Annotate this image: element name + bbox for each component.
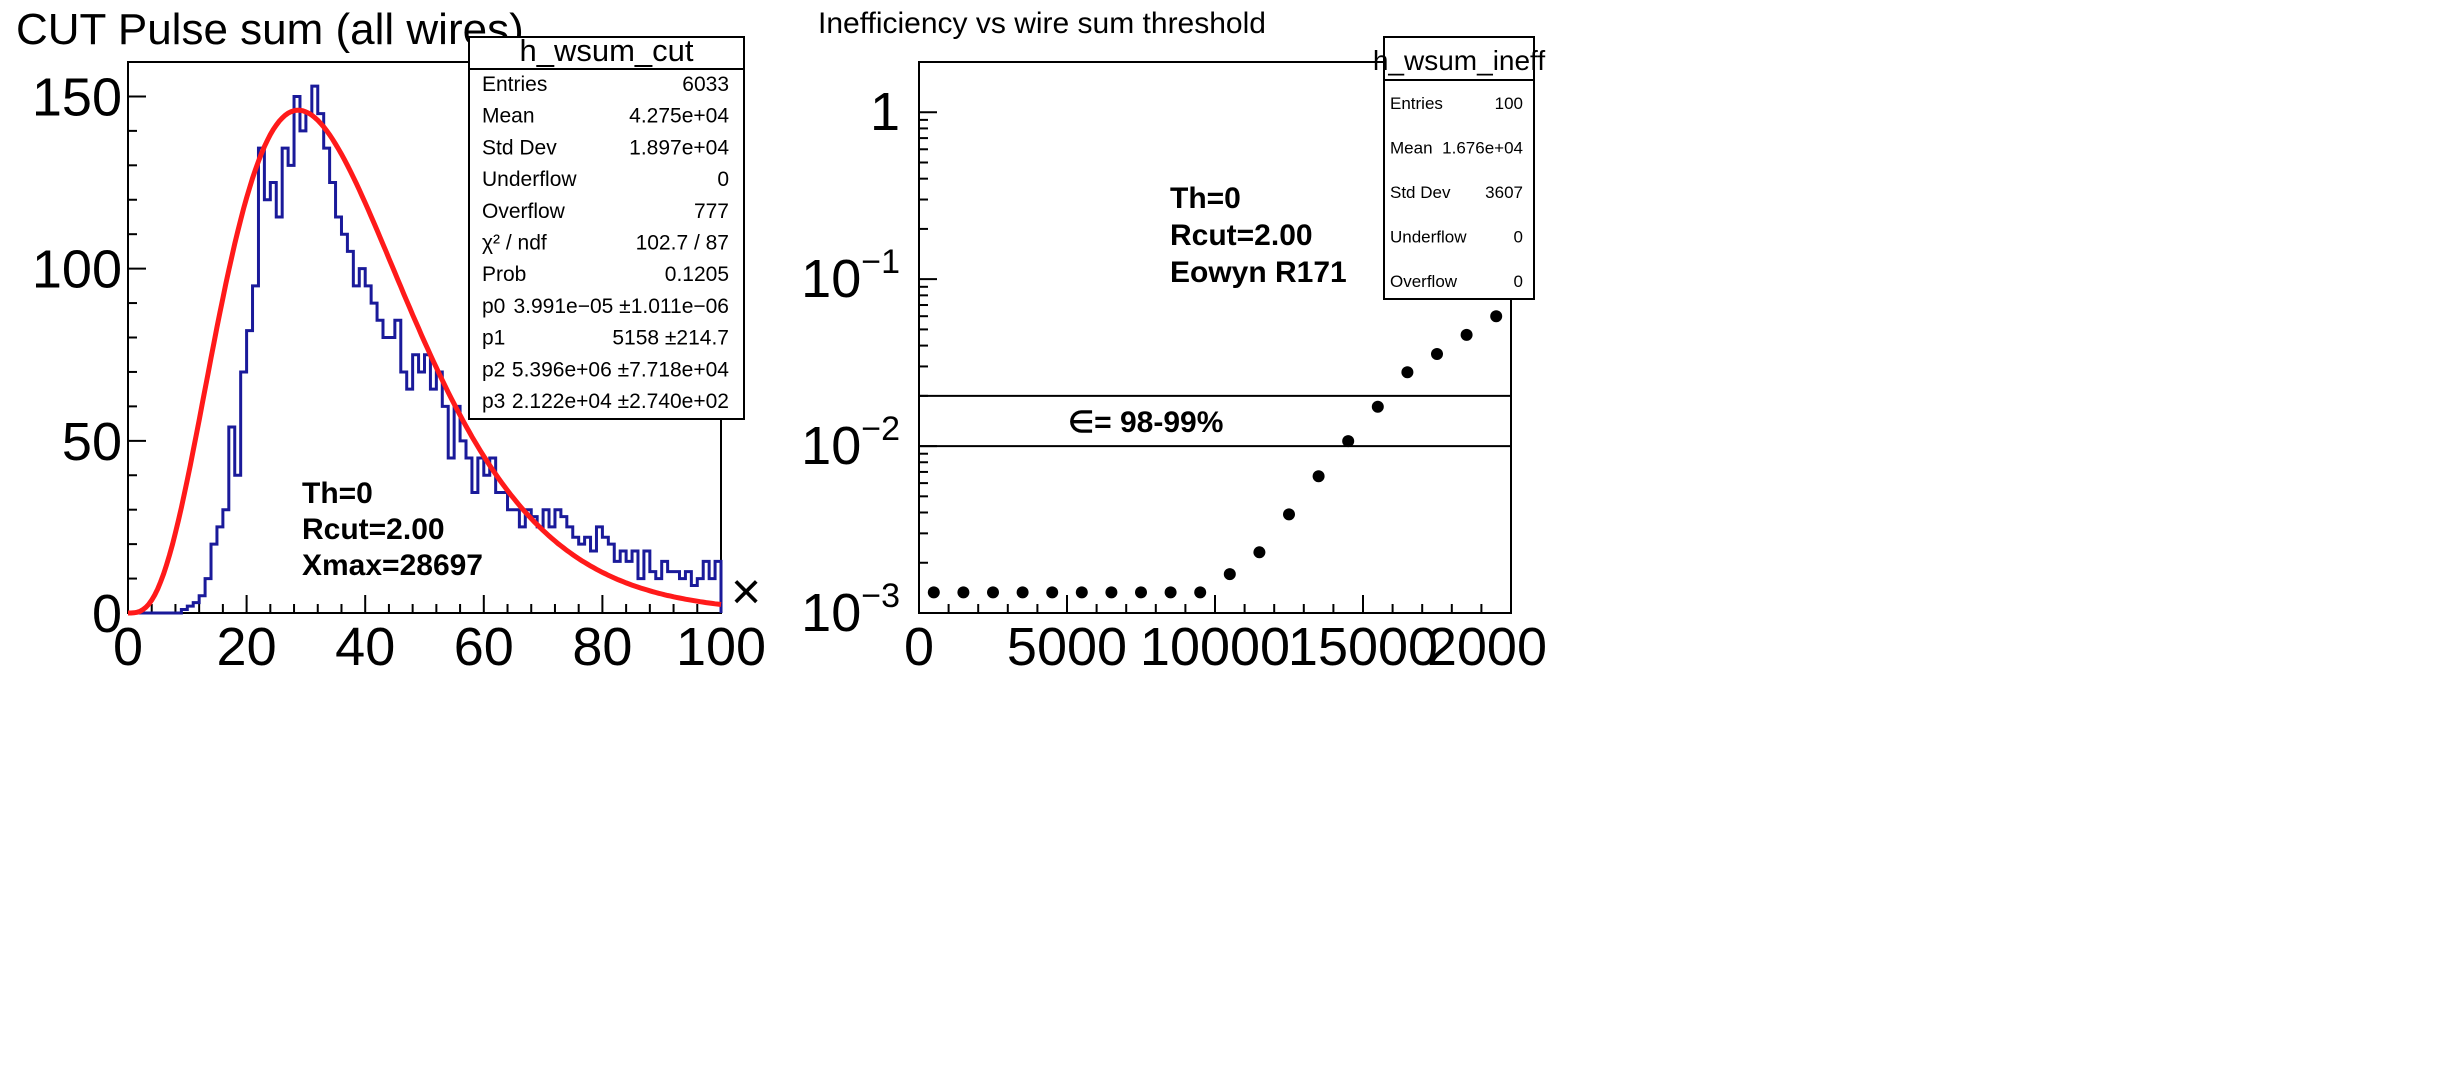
stats-row-label: Entries — [482, 73, 547, 96]
x-tick-label: 0 — [904, 617, 934, 677]
stats-row-label: p1 — [482, 327, 505, 350]
x-tick-label: 5000 — [1007, 617, 1127, 677]
stats-row-label: p3 — [482, 390, 505, 413]
y-tick-label: 150 — [32, 67, 122, 127]
data-point — [1371, 400, 1384, 413]
stats-row-value: 3.991e−05 ±1.011e−06 — [513, 295, 729, 318]
histogram-bars — [128, 84, 723, 615]
x-tick-label: 80 — [572, 617, 632, 677]
x-tick-label: 10000 — [1140, 617, 1290, 677]
x-tick-label: 2000 — [1427, 617, 1547, 677]
left-chart: CUT Pulse sum (all wires) 0 50 100 150 0 20 40 6… — [16, 5, 766, 677]
data-point — [957, 586, 970, 599]
data-point — [1283, 508, 1295, 521]
stats-row-value: 0 — [1514, 228, 1523, 247]
data-point — [1194, 586, 1207, 599]
data-point — [1046, 586, 1059, 599]
data-point — [987, 586, 999, 599]
data-point — [1253, 546, 1266, 559]
stats-box — [468, 36, 745, 420]
stats-row-value: 5158 ±214.7 — [612, 327, 729, 350]
data-point — [1105, 586, 1118, 599]
data-point — [1460, 328, 1473, 341]
stats-row-value: 0 — [1514, 272, 1523, 291]
band-label: ∈= 98-99% — [1068, 406, 1223, 439]
stats-row-label: Std Dev — [482, 136, 557, 159]
annotation-text: Th=0 — [1170, 182, 1241, 215]
stats-row-label: Mean — [482, 105, 535, 128]
stats-row-value: 777 — [694, 200, 729, 223]
stats-row-value: 3607 — [1485, 183, 1523, 202]
annotation-text: Xmax=28697 — [302, 549, 483, 582]
data-point — [1223, 568, 1236, 581]
stats-row-value: 2.122e+04 ±2.740e+02 — [512, 390, 729, 413]
stats-row-label: p2 — [482, 358, 505, 381]
data-point — [1135, 586, 1147, 599]
stats-row-value: 102.7 / 87 — [636, 232, 729, 255]
stats-row-label: Prob — [482, 263, 526, 286]
data-point — [1312, 470, 1325, 483]
stats-row-value: 1.897e+04 — [629, 136, 729, 159]
y-tick-label: 1 — [870, 82, 900, 142]
x-scale-label: × — [731, 563, 761, 621]
chart-title: Inefficiency vs wire sum threshold — [818, 7, 1266, 40]
stats-row-label: Std Dev — [1390, 183, 1451, 202]
stats-row-label: Entries — [1390, 94, 1443, 113]
x-tick-label: 15000 — [1288, 617, 1438, 677]
y-tick-label: 100 — [32, 240, 122, 300]
stats-row-value: 0 — [717, 168, 729, 191]
y-tick-label: 10−2 — [801, 410, 900, 476]
stats-row-label: χ² / ndf — [482, 232, 547, 255]
x-tick-label: 60 — [454, 617, 514, 677]
stats-row-label: Mean — [1390, 139, 1433, 158]
stats-row-label: Overflow — [1390, 272, 1458, 291]
annotation-text: Th=0 — [302, 477, 373, 510]
y-tick-label: 50 — [62, 412, 122, 472]
data-point — [1075, 586, 1088, 599]
data-point — [1016, 586, 1029, 599]
stats-row-label: p0 — [482, 295, 505, 318]
annotation-text: Eowyn R171 — [1170, 256, 1347, 289]
fit-curve — [128, 107, 722, 616]
data-point — [1401, 366, 1414, 379]
annotation-text: Rcut=2.00 — [302, 513, 445, 546]
y-tick-label: 10−3 — [801, 577, 900, 643]
stats-box — [1383, 36, 1535, 300]
stats-row-value: 6033 — [682, 73, 729, 96]
stats-row-value: 1.676e+04 — [1442, 139, 1523, 158]
data-point — [1342, 435, 1355, 448]
x-tick-label: 20 — [217, 617, 277, 677]
stats-row-label: Overflow — [482, 200, 566, 223]
x-tick-label: 0 — [113, 617, 143, 677]
x-tick-label: 100 — [676, 617, 766, 677]
stats-box-title: h_wsum_cut — [519, 33, 693, 68]
stats-box-title: h_wsum_ineff — [1373, 45, 1545, 76]
annotation-text: Rcut=2.00 — [1170, 219, 1313, 252]
x-tick-label: 40 — [335, 617, 395, 677]
y-tick-label: 10−1 — [801, 243, 900, 309]
stats-row-value: 100 — [1495, 94, 1523, 113]
y-tick-label: 0 — [92, 584, 122, 644]
data-point — [1490, 310, 1503, 323]
stats-row-value: 5.396e+06 ±7.718e+04 — [512, 358, 729, 381]
data-point — [1431, 348, 1443, 361]
data-point — [927, 586, 940, 599]
stats-row-value: 0.1205 — [665, 263, 729, 286]
stats-row-label: Underflow — [482, 168, 577, 191]
stats-row-label: Underflow — [1390, 228, 1467, 247]
stats-row-value: 4.275e+04 — [629, 105, 729, 128]
right-chart: Inefficiency vs wire sum threshold 1 10−1 1… — [801, 7, 1547, 677]
data-point — [1164, 586, 1177, 599]
chart-title: CUT Pulse sum (all wires) — [16, 5, 524, 54]
